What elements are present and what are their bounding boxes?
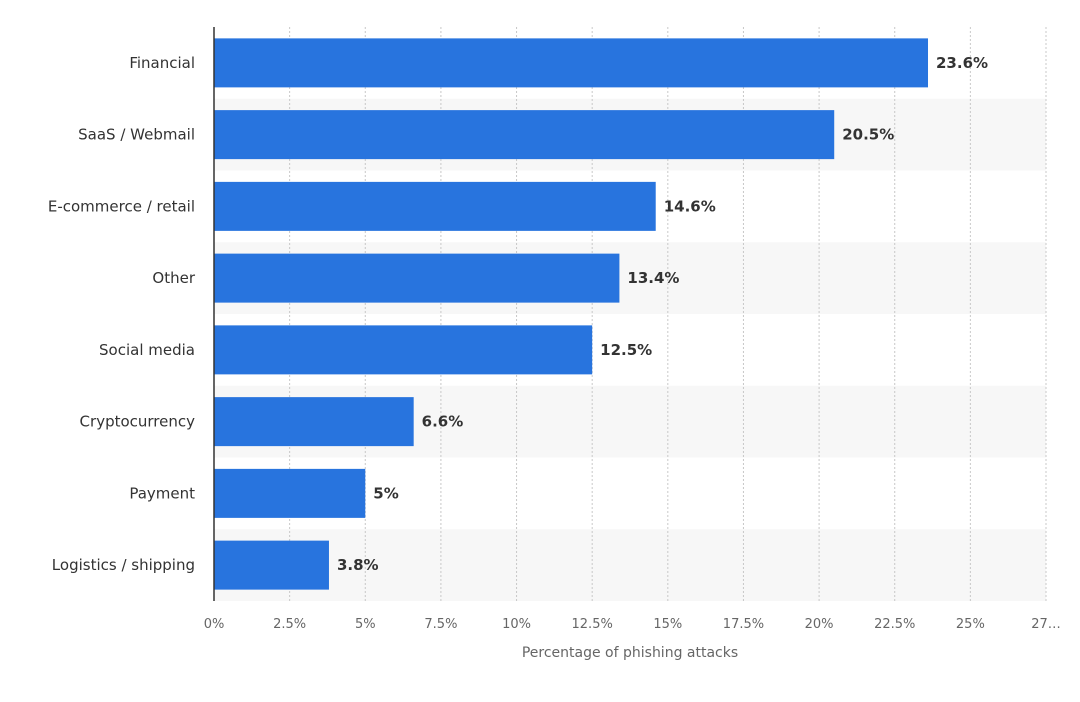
bar[interactable]: [214, 181, 656, 231]
value-label: 13.4%: [627, 269, 679, 287]
x-tick-label: 15%: [653, 617, 682, 632]
value-label: 6.6%: [422, 413, 464, 431]
value-label: 20.5%: [842, 126, 894, 144]
bars: [214, 38, 929, 590]
x-tick-label: 20%: [805, 617, 834, 632]
x-tick-label: 0%: [204, 617, 225, 632]
x-tick-label: 10%: [502, 617, 531, 632]
x-tick-labels: 0% 2.5% 5% 7.5% 10% 12.5% 15% 17.5% 20% 22.5% 25% 2…: [204, 617, 1061, 632]
category-label: Payment: [129, 484, 195, 502]
x-tick-label: 27…: [1031, 617, 1061, 632]
x-axis-title: Percentage of phishing attacks: [522, 645, 738, 661]
value-label: 3.8%: [337, 556, 379, 574]
value-label: 12.5%: [600, 341, 652, 359]
x-tick-label: 22.5%: [874, 617, 915, 632]
bar[interactable]: [214, 540, 329, 590]
x-tick-label: 25%: [956, 617, 985, 632]
category-label: SaaS / Webmail: [78, 126, 195, 144]
category-label: E-commerce / retail: [48, 197, 195, 215]
x-tick-label: 7.5%: [424, 617, 457, 632]
bar[interactable]: [214, 468, 366, 518]
row-band: [214, 529, 1046, 601]
value-labels: 23.6% 20.5% 14.6% 13.4% 12.5% 6.6% 5% 3.8%: [337, 54, 988, 574]
value-label: 5%: [373, 484, 398, 502]
x-tick-label: 5%: [355, 617, 376, 632]
bar[interactable]: [214, 38, 929, 88]
category-label: Social media: [99, 341, 195, 359]
category-label: Financial: [129, 54, 195, 72]
value-label: 14.6%: [664, 197, 716, 215]
category-label: Logistics / shipping: [52, 556, 195, 574]
bar[interactable]: [214, 253, 620, 303]
bar[interactable]: [214, 397, 414, 447]
x-tick-label: 17.5%: [723, 617, 764, 632]
bar[interactable]: [214, 110, 835, 160]
category-labels: Financial SaaS / Webmail E-commerce / reta…: [48, 54, 196, 574]
value-label: 23.6%: [936, 54, 988, 72]
category-label: Other: [152, 269, 195, 287]
x-tick-label: 12.5%: [572, 617, 613, 632]
category-label: Cryptocurrency: [80, 413, 196, 431]
x-tick-label: 2.5%: [273, 617, 306, 632]
bar[interactable]: [214, 325, 593, 375]
